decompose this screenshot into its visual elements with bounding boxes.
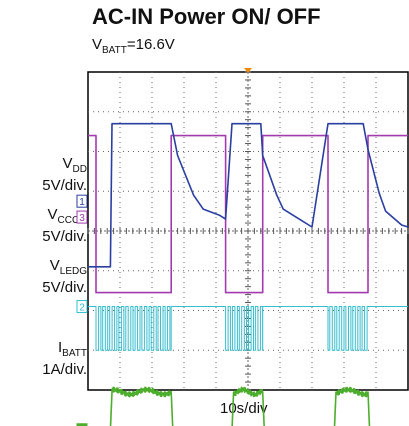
svg-text:3: 3 (79, 213, 85, 224)
channel-marker-vdd: 1 (76, 194, 88, 208)
svg-text:2: 2 (79, 303, 85, 314)
ibatt-label: IBATT 1A/div. (42, 339, 87, 378)
vdd-label: VDD 5V/div. (42, 155, 87, 194)
svg-text:1: 1 (79, 197, 85, 208)
trigger-marker (244, 68, 252, 73)
chart-title: AC-IN Power ON/ OFF (92, 4, 321, 29)
x-scale-label: 10s/div (220, 400, 268, 417)
series-ibatt (109, 386, 371, 426)
channel-marker-vledg: 2 (76, 300, 88, 314)
series-vledg (88, 306, 408, 351)
vccon-label: VCCON 5V/div. (42, 206, 87, 245)
battery-voltage-condition: VBATT=16.6V (92, 36, 175, 56)
channel-marker-vccon: 3 (76, 210, 88, 224)
series-vccon (88, 134, 408, 294)
vledg-label: VLEDG 5V/div. (42, 257, 87, 296)
series-vdd (88, 122, 409, 268)
